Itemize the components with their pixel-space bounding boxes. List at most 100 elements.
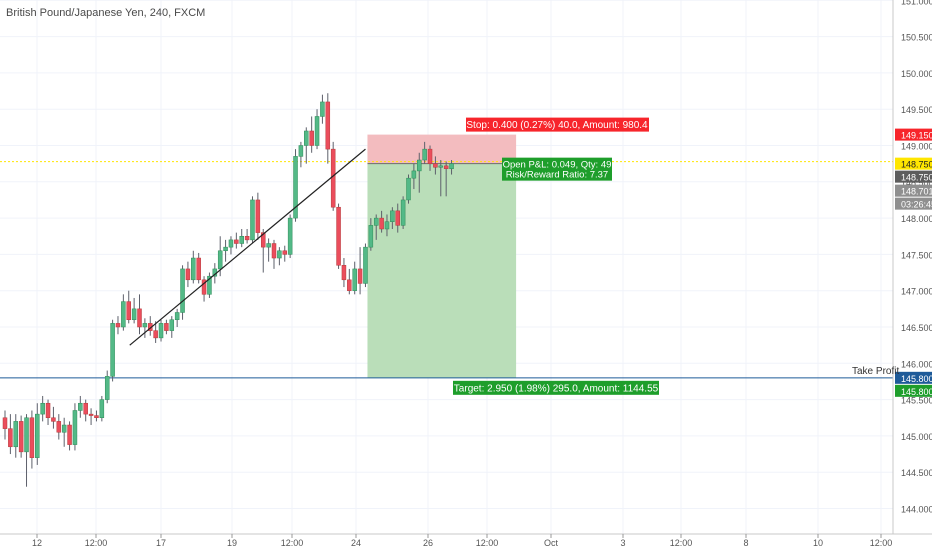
x-tick-label: 12:00	[85, 538, 108, 548]
candle-body	[325, 101, 331, 150]
candle-body	[110, 323, 115, 377]
candle-body	[379, 217, 384, 230]
candle-body	[234, 239, 239, 244]
candle-body	[13, 421, 19, 448]
candle-body	[390, 210, 395, 222]
candle-body	[422, 148, 427, 161]
candle-body	[104, 376, 110, 400]
position-zones[interactable]	[367, 134, 517, 378]
candle-body	[320, 101, 325, 117]
candle-body	[24, 417, 29, 453]
candle-body	[61, 424, 67, 433]
candle-body	[443, 165, 449, 169]
candle-body	[158, 323, 164, 339]
mid-price-tag-bg	[895, 184, 932, 197]
x-tick-label: 12:00	[670, 538, 693, 548]
candle-body	[239, 236, 244, 244]
candles	[2, 93, 454, 487]
candle-body	[56, 421, 62, 433]
candle-body	[174, 312, 180, 320]
x-tick-label: 24	[351, 538, 361, 548]
trendline	[129, 148, 366, 346]
risk-reward-label: Risk/Reward Ratio: 7.37	[506, 170, 608, 181]
candle-body	[51, 417, 56, 422]
candle-body	[373, 217, 379, 226]
reference-lines	[0, 161, 893, 379]
y-tick-label: 148.000	[901, 214, 932, 224]
y-tick-label: 144.000	[901, 505, 932, 515]
candle-body	[287, 217, 293, 255]
candle-body	[126, 301, 131, 320]
candle-body	[277, 250, 282, 259]
candle-body	[223, 246, 228, 252]
candle-body	[309, 130, 314, 146]
y-tick-label: 148.500	[901, 178, 932, 188]
y-axis-labels[interactable]: 144.000 144.500 145.000 145.500 146.000 146.5…	[901, 0, 932, 515]
last-price-tag: 148.750	[901, 173, 932, 183]
candle-body	[153, 330, 158, 339]
candle-body	[255, 199, 261, 233]
candle-body	[352, 268, 357, 291]
candle-body	[427, 148, 433, 164]
stop-zone	[367, 134, 517, 164]
candle-body	[417, 159, 422, 172]
candle-body	[217, 250, 223, 270]
y-tick-label: 151.000	[901, 0, 932, 6]
candle-body	[45, 402, 51, 419]
candle-body	[293, 156, 298, 219]
x-tick-label: 12:00	[476, 538, 499, 548]
candle-body	[244, 236, 250, 241]
candle-body	[207, 275, 212, 295]
candle-body	[78, 402, 83, 411]
x-axis-labels[interactable]: 12 12:00 17 19 12:00 24 26 12:00 Oct 3 12:00 8 10 12:…	[32, 534, 892, 548]
target-label: Target: 2.950 (1.98%) 295.0, Amount: 114…	[454, 383, 659, 394]
candle-body	[368, 225, 374, 248]
x-tick-label: 12:00	[281, 538, 304, 548]
countdown-tag: 03:26:45	[901, 200, 932, 210]
candle-body	[191, 257, 196, 281]
candle-body	[142, 323, 148, 328]
y-tick-label: 145.500	[901, 396, 932, 406]
candle-body	[411, 170, 417, 179]
candle-body	[35, 413, 40, 458]
candle-body	[131, 308, 137, 320]
target-zone	[367, 163, 517, 378]
candle-body	[180, 268, 185, 313]
candle-body	[164, 323, 169, 331]
candle-body	[357, 268, 363, 284]
stop-price-tag-bg	[895, 128, 932, 141]
candle-body	[196, 257, 201, 281]
open-pnl-label: Open P&L: 0.049, Qty: 49	[503, 160, 612, 171]
y-tick-label: 147.500	[901, 250, 932, 260]
drawings[interactable]	[129, 148, 366, 346]
candle-body	[406, 177, 411, 201]
candle-body	[201, 279, 207, 295]
y-tick-label: 149.500	[901, 105, 932, 115]
current-price-tag-bg	[895, 157, 932, 170]
x-tick-label: 3	[620, 538, 625, 548]
last-price-tag-bg	[895, 170, 932, 183]
x-tick-label: 17	[156, 538, 166, 548]
take-profit-tag-bg	[895, 371, 932, 384]
x-tick-label: 26	[423, 538, 433, 548]
candle-body	[271, 243, 277, 259]
take-profit-tag: 145.800	[901, 374, 932, 384]
candle-body	[336, 206, 341, 266]
candle-body	[314, 116, 320, 146]
candle-body	[99, 399, 105, 419]
y-tick-label: 144.500	[901, 468, 932, 478]
candle-body	[363, 246, 368, 284]
y-tick-label: 149.000	[901, 142, 932, 152]
x-tick-label: 19	[227, 538, 237, 548]
candle-body	[2, 417, 8, 429]
candle-body	[228, 239, 234, 248]
target-price-tag-bg	[895, 384, 932, 397]
candle-body	[18, 421, 24, 453]
mid-price-tag: 148.701	[901, 187, 932, 197]
candle-body	[449, 163, 454, 169]
candle-body	[298, 145, 304, 157]
target-label-box	[453, 380, 659, 395]
candle-body	[347, 279, 352, 291]
